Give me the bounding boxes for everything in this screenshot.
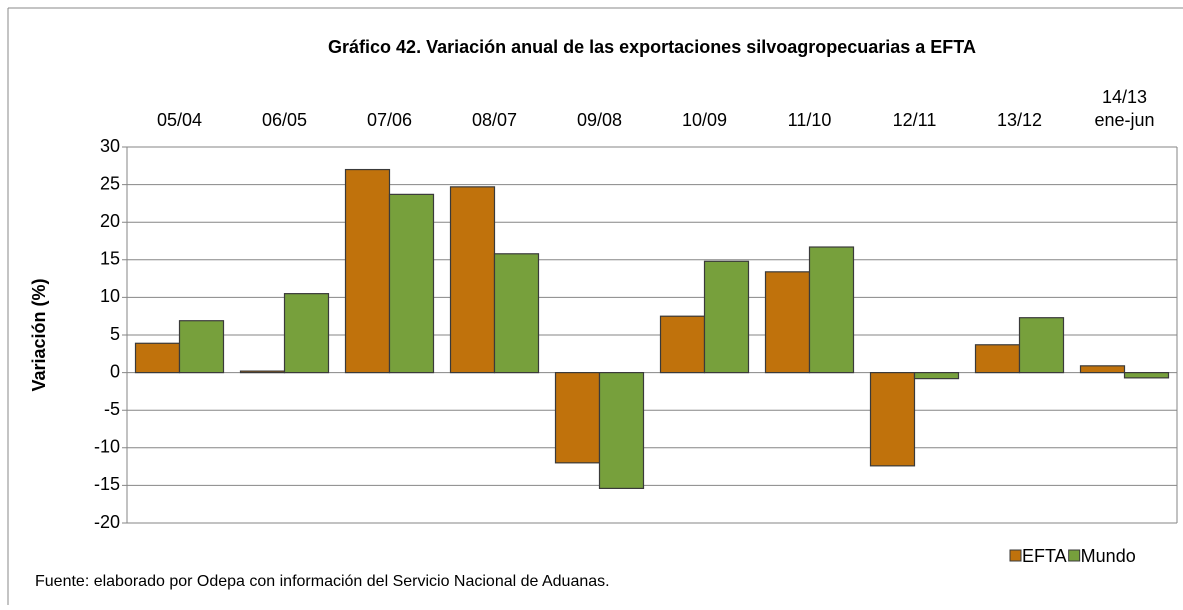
x-tick-label: 08/07 <box>472 110 517 130</box>
bar <box>344 168 391 374</box>
x-tick-label: 11/10 <box>788 110 832 130</box>
chart-title: Gráfico 42. Variación anual de las expor… <box>328 37 976 57</box>
bar <box>598 372 645 490</box>
bar <box>659 315 706 374</box>
y-tick-label: -20 <box>94 512 120 532</box>
bar <box>449 186 496 374</box>
x-tick-label: 12/11 <box>893 110 937 130</box>
bar <box>134 342 181 374</box>
bar <box>493 253 540 374</box>
x-tick-label: 07/06 <box>367 110 412 130</box>
y-tick-label: -5 <box>104 399 120 419</box>
bar <box>913 372 960 380</box>
y-tick-label: 5 <box>110 324 120 344</box>
bar <box>764 271 811 374</box>
bar <box>178 320 225 374</box>
bar <box>1123 372 1170 379</box>
bar <box>1018 317 1065 374</box>
bar <box>239 370 286 374</box>
bar <box>1079 365 1126 374</box>
legend-swatch <box>1068 549 1081 562</box>
legend-label: Mundo <box>1081 546 1136 566</box>
legend-label: EFTA <box>1022 546 1067 566</box>
x-tick-label: 09/08 <box>577 110 622 130</box>
y-tick-label: 20 <box>100 211 120 231</box>
y-tick-label: -15 <box>94 474 120 494</box>
y-tick-label: 30 <box>100 136 120 156</box>
y-tick-label: 25 <box>100 173 120 193</box>
x-tick-label: 13/12 <box>997 110 1042 130</box>
bar <box>388 193 435 374</box>
y-tick-label: 15 <box>100 249 120 269</box>
y-axis-title: Variación (%) <box>29 278 49 391</box>
x-tick-label: 14/13 ene-jun <box>1094 87 1154 130</box>
bar <box>974 344 1021 374</box>
x-tick-label: 10/09 <box>682 110 727 130</box>
legend-swatch <box>1009 549 1022 562</box>
x-tick-label: 05/04 <box>157 110 202 130</box>
bar <box>869 372 916 467</box>
bar <box>703 260 750 374</box>
x-tick-label: 06/05 <box>262 110 307 130</box>
source-note: Fuente: elaborado por Odepa con informac… <box>35 573 610 590</box>
bar <box>554 372 601 464</box>
bar <box>808 246 855 374</box>
y-tick-label: 0 <box>110 361 120 381</box>
y-tick-label: 10 <box>100 286 120 306</box>
y-tick-label: -10 <box>94 437 120 457</box>
bar <box>283 293 330 374</box>
